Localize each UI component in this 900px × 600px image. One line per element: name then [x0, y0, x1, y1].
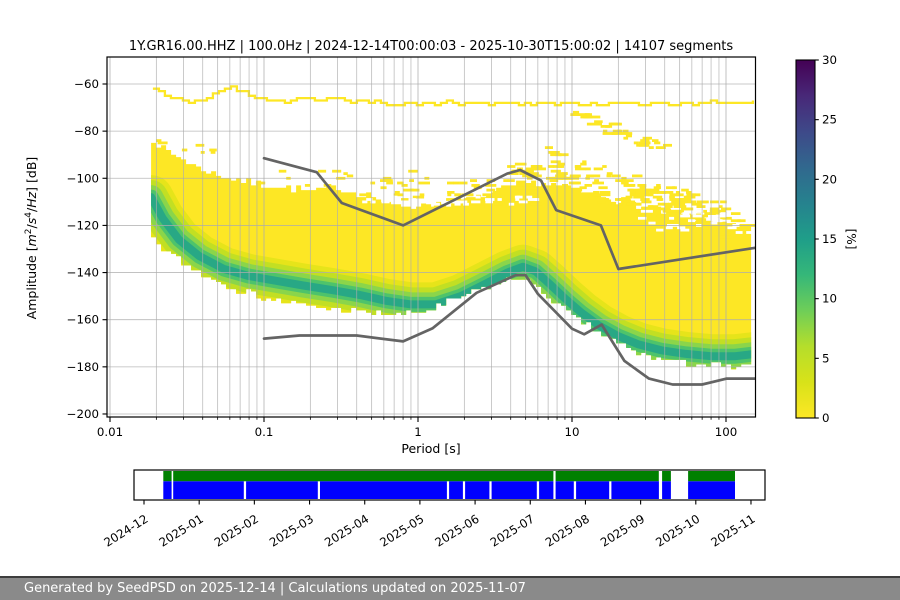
colorbar-tick-label: 15 — [822, 232, 837, 246]
x-axis-label: Period [s] — [401, 441, 460, 456]
coverage-blue — [539, 481, 554, 499]
y-axis-label: Amplitude [m2/s4/Hz] [dB] — [24, 157, 39, 320]
coverage-green — [688, 471, 735, 482]
coverage-blue — [555, 481, 574, 499]
coverage-green — [555, 471, 659, 482]
colorbar-tick-label: 0 — [822, 411, 830, 425]
outlier-trace — [152, 85, 755, 107]
timeline-tick-label: 2024-12 — [101, 512, 150, 550]
x-tick-label: 1 — [414, 425, 422, 439]
y-tick-label: −200 — [67, 407, 99, 421]
coverage-blue — [449, 481, 463, 499]
timeline-tick-label: 2025-11 — [708, 512, 757, 550]
plot-title: 1Y.GR16.00.HHZ | 100.0Hz | 2024-12-14T00… — [129, 39, 734, 54]
timeline-tick-label: 2025-08 — [543, 512, 592, 550]
colorbar-tick-label: 25 — [822, 113, 837, 127]
low-noise-model-line — [262, 273, 756, 386]
density-mesh — [151, 85, 756, 370]
plot-frame — [106, 56, 757, 418]
axes-layer: −60 −80 −100 −120 −140 −160 −180 −200 0.01 0.1 1 10… — [67, 56, 757, 439]
y-tick-label: −120 — [67, 218, 99, 232]
colorbar-label: [%] — [844, 229, 858, 250]
timeline-tick-label: 2025-02 — [212, 512, 261, 550]
grid-layer — [107, 57, 756, 417]
mode-band — [151, 175, 752, 370]
colorbar-tick-label: 5 — [822, 351, 830, 365]
status-text: Generated by SeedPSD on 2025-12-14 | Cal… — [24, 581, 526, 596]
timeline-frame — [133, 469, 766, 501]
y-tick-label: −140 — [67, 266, 99, 280]
coverage-blue — [320, 481, 447, 499]
y-tick-label: −160 — [67, 313, 99, 327]
x-tick-label: 0.01 — [97, 425, 123, 439]
timeline-tick-label: 2025-06 — [432, 512, 481, 550]
colorbar-tick-label: 30 — [822, 53, 837, 67]
noise-model-lines — [262, 156, 756, 386]
coverage-blue — [576, 481, 610, 499]
coverage-blue — [491, 481, 537, 499]
coverage-blue — [688, 481, 735, 499]
colorbar: 0 5 10 15 20 25 30 [%] — [795, 53, 858, 425]
coverage-blue — [173, 481, 244, 499]
timeline-tick-label: 2025-04 — [322, 512, 371, 550]
x-tick-label: 10 — [564, 425, 579, 439]
timeline-tick-label: 2025-09 — [598, 512, 647, 550]
coverage-blue — [246, 481, 318, 499]
coverage-blue — [465, 481, 490, 499]
coverage-green — [163, 471, 172, 482]
colorbar-tick-label: 10 — [822, 292, 837, 306]
colorbar-tick-label: 20 — [822, 172, 837, 186]
x-tick-label: 0.1 — [255, 425, 274, 439]
coverage-blue — [163, 481, 172, 499]
timeline-tick-label: 2025-07 — [488, 512, 537, 550]
coverage-green — [173, 471, 554, 482]
coverage-blue — [662, 481, 671, 499]
status-bar: Generated by SeedPSD on 2025-12-14 | Cal… — [0, 576, 900, 600]
y-tick-label: −60 — [74, 77, 99, 91]
timeline-tick-label: 2025-01 — [157, 512, 206, 550]
timeline-tick-label: 2025-10 — [653, 512, 702, 550]
colorbar-gradient — [796, 60, 815, 418]
coverage-blue — [611, 481, 659, 499]
high-noise-model-line — [262, 156, 756, 271]
availability-timeline: 2024-12 2025-01 2025-02 2025-03 2025-04 2025-… — [101, 469, 766, 550]
coverage-green — [662, 471, 671, 482]
y-tick-label: −80 — [74, 124, 99, 138]
timeline-tick-label: 2025-03 — [267, 512, 316, 550]
y-tick-label: −100 — [67, 171, 99, 185]
x-tick-label: 100 — [715, 425, 738, 439]
timeline-tick-label: 2025-05 — [377, 512, 426, 550]
y-tick-label: −180 — [67, 360, 99, 374]
